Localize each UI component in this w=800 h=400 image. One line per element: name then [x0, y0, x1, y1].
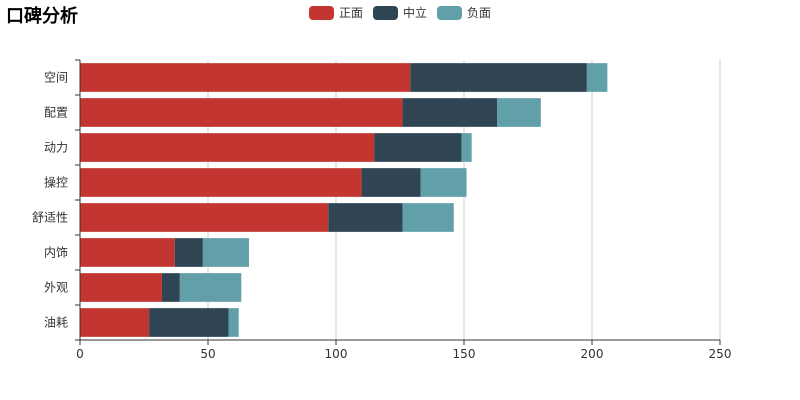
bar-negative-0[interactable] [586, 63, 608, 92]
legend: 正面 中立 负面 [309, 4, 491, 21]
bar-negative-3[interactable] [420, 168, 467, 197]
y-tick-label-1: 配置 [44, 106, 68, 120]
bar-positive-5[interactable] [80, 238, 175, 267]
bar-positive-2[interactable] [80, 133, 375, 162]
y-tick-label-0: 空间 [44, 71, 68, 85]
legend-label-neutral: 中立 [403, 6, 428, 20]
x-tick-label-0: 0 [76, 347, 84, 361]
x-tick-label-3: 150 [453, 347, 476, 361]
bar-neutral-1[interactable] [402, 98, 498, 127]
legend-item-positive[interactable]: 正面 [309, 4, 363, 21]
legend-label-positive: 正面 [339, 6, 364, 20]
x-tick-label-5: 250 [709, 347, 732, 361]
bar-positive-3[interactable] [80, 168, 362, 197]
y-tick-label-5: 内饰 [44, 246, 68, 260]
bar-negative-1[interactable] [497, 98, 541, 127]
y-tick-label-3: 操控 [44, 175, 68, 190]
x-tick-label-1: 50 [200, 347, 215, 361]
legend-label-negative: 负面 [467, 6, 492, 20]
x-tick-label-2: 100 [325, 347, 348, 361]
bar-positive-4[interactable] [80, 203, 329, 232]
bar-neutral-3[interactable] [361, 168, 421, 197]
bar-neutral-7[interactable] [149, 308, 229, 337]
bar-neutral-2[interactable] [374, 133, 462, 162]
y-tick-label-6: 外观 [44, 281, 68, 295]
bar-positive-1[interactable] [80, 98, 403, 127]
bar-positive-0[interactable] [80, 63, 411, 92]
legend-item-negative[interactable]: 负面 [437, 4, 491, 21]
y-tick-label-7: 油耗 [44, 316, 68, 330]
bar-positive-7[interactable] [80, 308, 150, 337]
chart-title: 口碑分析 [6, 6, 78, 27]
bar-negative-5[interactable] [202, 238, 249, 267]
y-tick-label-4: 舒适性 [32, 211, 68, 225]
bar-negative-2[interactable] [461, 133, 472, 162]
legend-swatch-neutral [373, 5, 399, 20]
x-tick-label-4: 200 [581, 347, 604, 361]
bar-negative-7[interactable] [228, 308, 239, 337]
legend-swatch-positive [309, 5, 334, 20]
legend-item-neutral[interactable]: 中立 [373, 4, 427, 21]
bar-neutral-0[interactable] [410, 63, 587, 92]
bar-neutral-5[interactable] [174, 238, 203, 267]
bar-neutral-6[interactable] [161, 273, 180, 302]
legend-swatch-negative [437, 5, 463, 20]
bar-neutral-4[interactable] [328, 203, 403, 232]
bar-negative-4[interactable] [402, 203, 454, 232]
y-tick-label-2: 动力 [44, 141, 68, 155]
bar-negative-6[interactable] [179, 273, 242, 302]
bar-positive-6[interactable] [80, 273, 162, 302]
